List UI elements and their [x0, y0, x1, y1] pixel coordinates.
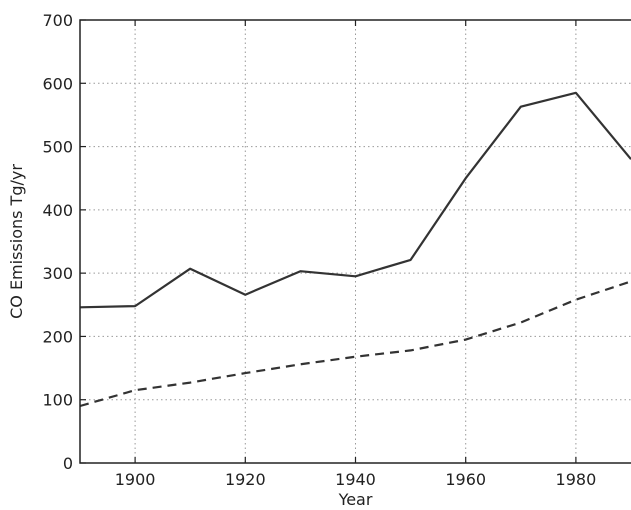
series-group: [79, 91, 631, 408]
x-axis-label: Year: [338, 490, 373, 509]
y-tick-label: 700: [42, 11, 73, 30]
y-tick-label: 300: [42, 264, 73, 283]
y-axis-label: CO Emissions Tg/yr: [7, 164, 26, 319]
y-tick-label: 500: [42, 138, 73, 157]
x-tick-label: 1960: [445, 470, 486, 489]
x-tick-label: 1920: [225, 470, 266, 489]
y-tick-label: 400: [42, 201, 73, 220]
plot-area-frame: [79, 19, 631, 464]
dashed-series-line: [79, 280, 631, 408]
x-tick-label: 1980: [556, 470, 597, 489]
solid-series-line: [79, 91, 631, 309]
y-tick-label: 0: [63, 454, 73, 473]
grid: [80, 20, 631, 463]
y-tick-label: 200: [42, 327, 73, 346]
ticks: 1900 1920 1940 1960 1980 0 100 200 300 400 500 600 7…: [42, 11, 596, 489]
y-tick-label: 600: [42, 74, 73, 93]
y-tick-label: 100: [42, 391, 73, 410]
x-tick-label: 1900: [115, 470, 156, 489]
x-tick-label: 1940: [335, 470, 376, 489]
